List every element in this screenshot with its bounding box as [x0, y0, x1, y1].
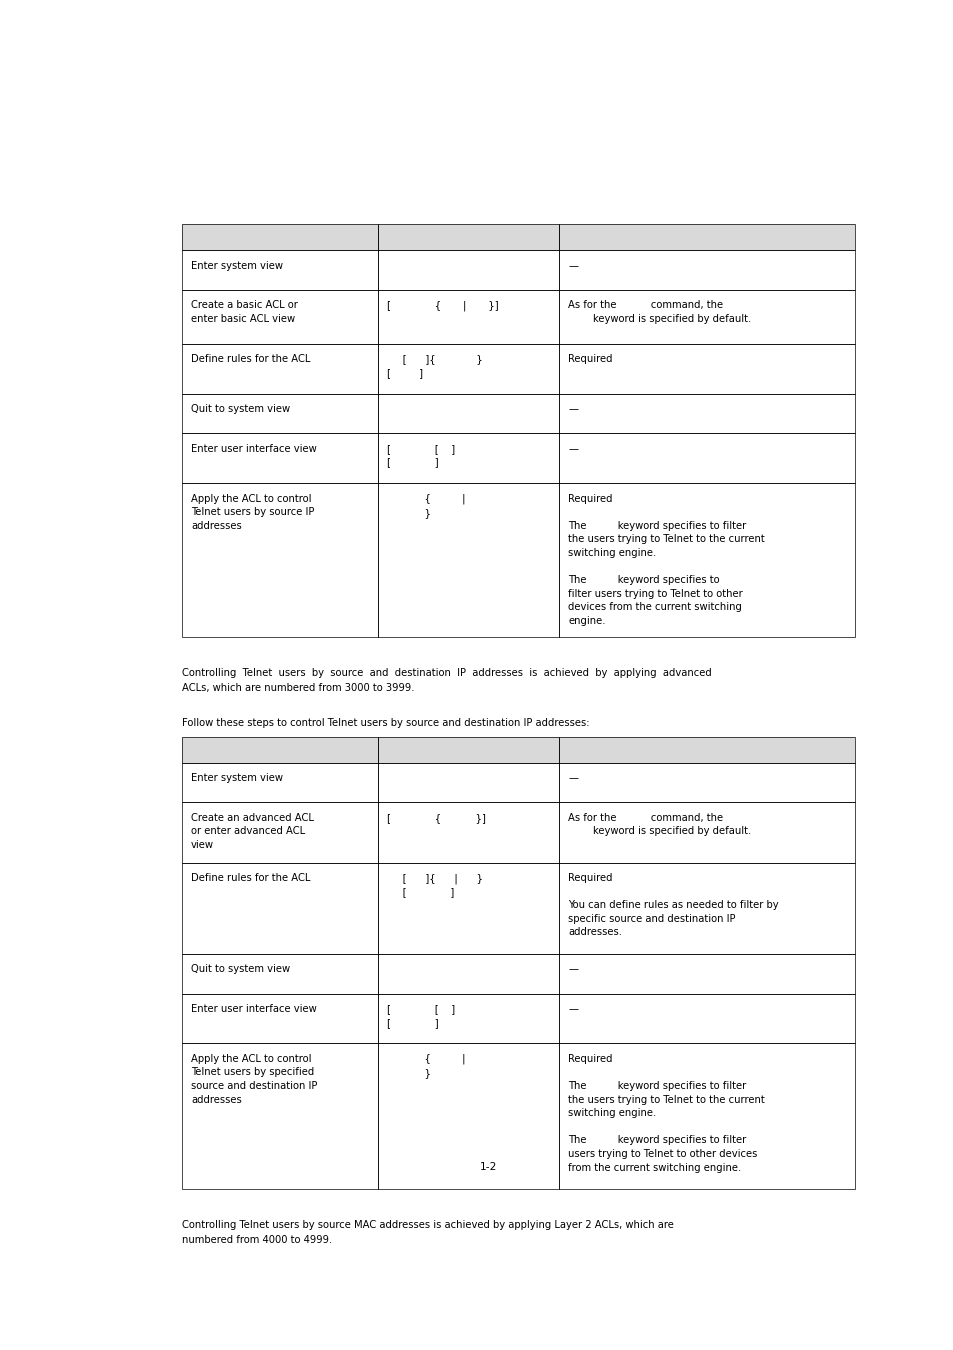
- Bar: [377, 954, 558, 994]
- Bar: [182, 250, 377, 290]
- Bar: [182, 994, 377, 1044]
- Text: —: —: [567, 261, 578, 271]
- Bar: [377, 863, 558, 954]
- Bar: [377, 250, 558, 290]
- Text: [      ]{      |      }
     [              ]: [ ]{ | } [ ]: [387, 873, 482, 898]
- Bar: [558, 394, 854, 433]
- Text: [              {       |       }]: [ { | }]: [387, 300, 498, 310]
- Bar: [558, 737, 854, 763]
- Text: As for the           command, the
        keyword is specified by default.: As for the command, the keyword is speci…: [567, 300, 751, 324]
- Text: Controlling Telnet users by source MAC addresses is achieved by applying Layer 2: Controlling Telnet users by source MAC a…: [182, 1220, 673, 1245]
- Bar: [182, 224, 377, 250]
- Text: Define rules for the ACL: Define rules for the ACL: [191, 873, 310, 883]
- Text: Apply the ACL to control
Telnet users by specified
source and destination IP
add: Apply the ACL to control Telnet users by…: [191, 1054, 317, 1104]
- Text: Quit to system view: Quit to system view: [191, 964, 290, 975]
- Text: Enter user interface view: Enter user interface view: [191, 444, 316, 454]
- Bar: [377, 763, 558, 802]
- Bar: [182, 954, 377, 994]
- Bar: [558, 954, 854, 994]
- Text: —: —: [567, 964, 578, 975]
- Bar: [377, 394, 558, 433]
- Bar: [558, 344, 854, 394]
- Text: Required

You can define rules as needed to filter by
specific source and destin: Required You can define rules as needed …: [567, 873, 778, 937]
- Text: Quit to system view: Quit to system view: [191, 404, 290, 414]
- Text: —: —: [567, 404, 578, 414]
- Bar: [182, 802, 377, 863]
- Text: [              [    ]
[              ]: [ [ ] [ ]: [387, 444, 455, 467]
- Text: [              {           }]: [ { }]: [387, 813, 485, 822]
- Bar: [558, 290, 854, 344]
- Bar: [377, 1044, 558, 1189]
- Bar: [182, 483, 377, 637]
- Text: [      ]{             }
[         ]: [ ]{ } [ ]: [387, 354, 482, 378]
- Bar: [377, 290, 558, 344]
- Text: Required

The          keyword specifies to filter
the users trying to Telnet to: Required The keyword specifies to filter…: [567, 494, 764, 626]
- Bar: [182, 763, 377, 802]
- Bar: [182, 344, 377, 394]
- Text: —: —: [567, 1004, 578, 1014]
- Text: Create an advanced ACL
or enter advanced ACL
view: Create an advanced ACL or enter advanced…: [191, 813, 314, 850]
- Text: Enter user interface view: Enter user interface view: [191, 1004, 316, 1014]
- Bar: [377, 433, 558, 483]
- Text: Create a basic ACL or
enter basic ACL view: Create a basic ACL or enter basic ACL vi…: [191, 300, 297, 324]
- Bar: [377, 224, 558, 250]
- Text: Follow these steps to control Telnet users by source and destination IP addresse: Follow these steps to control Telnet use…: [182, 718, 589, 728]
- Bar: [558, 863, 854, 954]
- Bar: [377, 994, 558, 1044]
- Text: 1-2: 1-2: [479, 1162, 497, 1172]
- Bar: [558, 802, 854, 863]
- Bar: [182, 737, 854, 763]
- Text: {          |
            }: { | }: [387, 494, 465, 517]
- Bar: [377, 737, 558, 763]
- Text: Required: Required: [567, 354, 612, 364]
- Bar: [558, 1044, 854, 1189]
- Bar: [377, 802, 558, 863]
- Bar: [182, 863, 377, 954]
- Text: —: —: [567, 444, 578, 454]
- Bar: [182, 290, 377, 344]
- Bar: [182, 394, 377, 433]
- Text: Required

The          keyword specifies to filter
the users trying to Telnet to: Required The keyword specifies to filter…: [567, 1054, 764, 1173]
- Bar: [182, 737, 377, 763]
- Text: Define rules for the ACL: Define rules for the ACL: [191, 354, 310, 364]
- Bar: [558, 763, 854, 802]
- Text: [              [    ]
[              ]: [ [ ] [ ]: [387, 1004, 455, 1027]
- Text: {          |
            }: { | }: [387, 1054, 465, 1079]
- Bar: [558, 483, 854, 637]
- Bar: [377, 483, 558, 637]
- Bar: [558, 224, 854, 250]
- Text: Controlling  Telnet  users  by  source  and  destination  IP  addresses  is  ach: Controlling Telnet users by source and d…: [182, 668, 711, 693]
- Text: Enter system view: Enter system view: [191, 261, 283, 271]
- Bar: [377, 344, 558, 394]
- Bar: [182, 1044, 377, 1189]
- Bar: [558, 433, 854, 483]
- Text: Enter system view: Enter system view: [191, 774, 283, 783]
- Text: As for the           command, the
        keyword is specified by default.: As for the command, the keyword is speci…: [567, 813, 751, 837]
- Bar: [182, 224, 854, 250]
- Text: Apply the ACL to control
Telnet users by source IP
addresses: Apply the ACL to control Telnet users by…: [191, 494, 314, 531]
- Text: —: —: [567, 774, 578, 783]
- Bar: [558, 994, 854, 1044]
- Bar: [558, 250, 854, 290]
- Bar: [182, 433, 377, 483]
